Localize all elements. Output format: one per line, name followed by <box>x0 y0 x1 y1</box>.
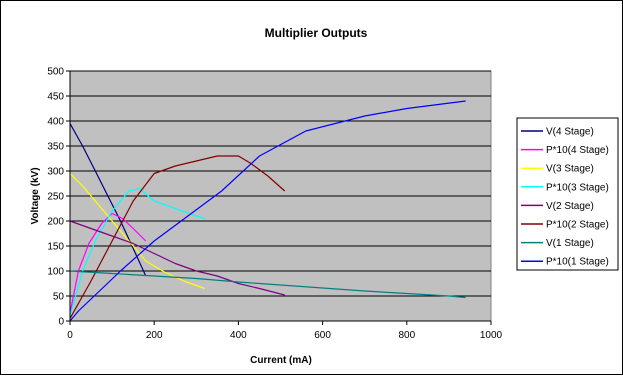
y-tick-label: 450 <box>47 92 64 103</box>
series-line-2 <box>69 212 147 314</box>
legend-label: V(4 Stage) <box>546 127 594 138</box>
y-tick-label: 200 <box>47 217 64 228</box>
y-tick-label: 400 <box>47 117 64 128</box>
axes: 0 50 100 150 200 250 300 350 400 450 500 0 200 400 600… <box>47 67 502 342</box>
series-line-5 <box>69 220 285 296</box>
x-tick-label: 800 <box>398 330 415 341</box>
x-axis-label: Current (mA) <box>250 355 312 366</box>
y-tick-label: 100 <box>47 267 64 278</box>
y-tick-label: 350 <box>47 142 64 153</box>
legend-label: P*10(1 Stage) <box>546 257 609 268</box>
series-line-4 <box>69 187 205 317</box>
y-axis-label: Voltage (kV) <box>30 167 41 224</box>
y-tick-label: 0 <box>58 317 64 328</box>
chart-title: Multiplier Outputs <box>265 26 368 40</box>
x-tick-label: 600 <box>314 330 331 341</box>
series-line-6 <box>69 155 286 319</box>
legend-label: P*10(3 Stage) <box>546 182 609 193</box>
y-tick-label: 300 <box>47 167 64 178</box>
x-tick-label: 200 <box>146 330 163 341</box>
y-tick-label: 50 <box>53 292 65 303</box>
legend-label: V(2 Stage) <box>546 201 594 212</box>
series-line-3 <box>69 173 205 290</box>
y-tick-label: 250 <box>47 192 64 203</box>
series-line-7 <box>69 270 466 299</box>
legend-label: P*10(2 Stage) <box>546 220 609 231</box>
y-tick-label: 150 <box>47 242 64 253</box>
legend-label: V(1 Stage) <box>546 238 594 249</box>
gridlines <box>70 70 491 297</box>
series-line-1 <box>69 123 147 277</box>
series-lines <box>69 100 466 322</box>
legend-box <box>516 117 619 271</box>
x-tick-label: 0 <box>67 330 73 341</box>
x-tick-label: 1000 <box>480 330 503 341</box>
x-tick-label: 400 <box>230 330 247 341</box>
y-tick-label: 500 <box>47 67 64 78</box>
series-line-8 <box>69 100 466 322</box>
legend-label: V(3 Stage) <box>546 164 594 175</box>
legend: V(4 Stage) P*10(4 Stage) V(3 Stage) P*10(3 … <box>516 117 619 271</box>
legend-label: P*10(4 Stage) <box>546 145 609 156</box>
